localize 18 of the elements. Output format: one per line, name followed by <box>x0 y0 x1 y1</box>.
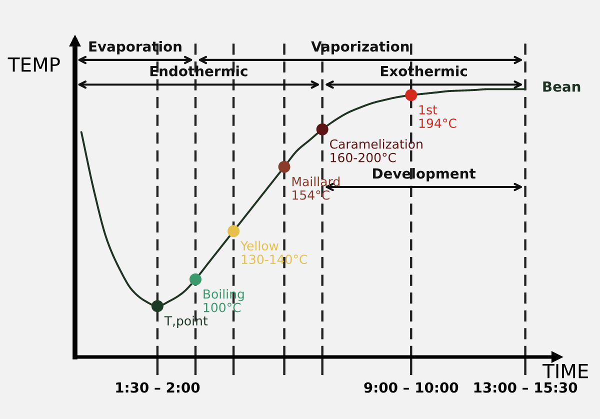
annotation: 1st 194°C <box>419 105 456 128</box>
x-tick-label: 13:00 – 15:30 <box>474 382 578 393</box>
point <box>405 89 418 102</box>
series-label: Bean <box>543 82 580 92</box>
annotation: Caramelization 160-200°C <box>330 139 422 162</box>
point <box>151 300 164 312</box>
point <box>316 123 328 136</box>
text: Exothermic <box>380 66 468 76</box>
annotation: T,point <box>164 316 208 328</box>
x-tick-label: 1:30 – 2:00 <box>116 382 200 393</box>
point <box>189 273 202 286</box>
point <box>228 225 240 238</box>
y-axis-title: TEMP <box>8 57 60 72</box>
text: Endothermic <box>150 66 248 76</box>
x-tick-label: 9:00 – 10:00 <box>364 382 458 393</box>
x-axis-title: TIME <box>542 364 588 378</box>
annotation: Maillard 154°C <box>292 176 340 200</box>
point <box>278 160 290 173</box>
